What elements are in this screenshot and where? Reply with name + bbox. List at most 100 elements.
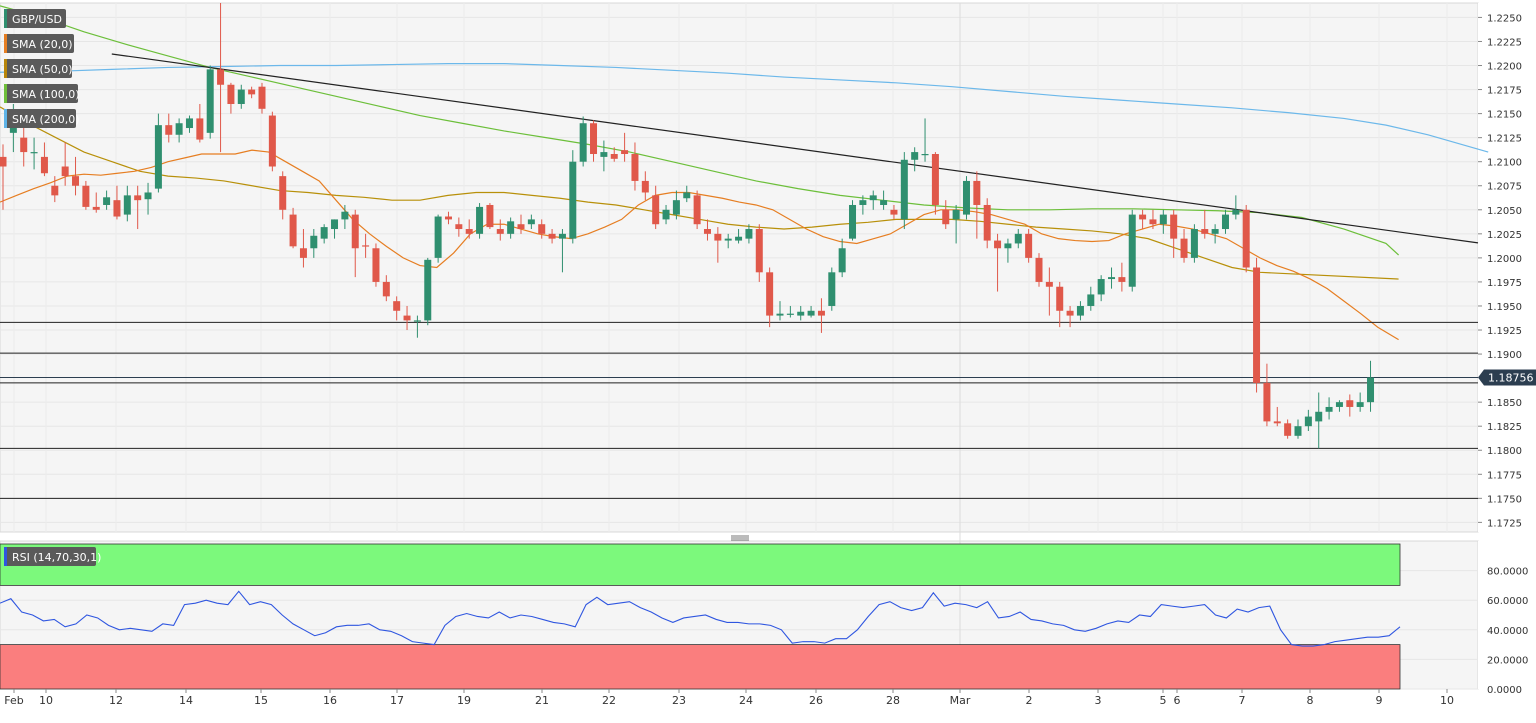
candle-body xyxy=(1232,209,1240,215)
candle-body xyxy=(652,195,660,225)
legend-label: SMA (20,0) xyxy=(12,38,73,51)
candle-body xyxy=(942,209,950,225)
candle-body xyxy=(144,192,152,200)
candle-body xyxy=(880,200,888,205)
x-tick-label: 9 xyxy=(1376,694,1383,707)
price-tick-label: 1.1750 xyxy=(1487,494,1522,505)
legend-swatch xyxy=(4,109,7,128)
candle-body xyxy=(268,115,276,167)
candle-body xyxy=(869,195,877,201)
rsi-tick-label: 40.0000 xyxy=(1487,626,1528,637)
candle-body xyxy=(258,86,266,109)
candle-body xyxy=(766,272,774,316)
x-axis-ticks: Feb 10 12 14 15 16 17 19 21 22 23 24 26 28 Mar 2 3 5 6 7 8 9 1… xyxy=(4,689,1454,707)
candle-body xyxy=(154,125,162,189)
legend-label: GBP/USD xyxy=(12,13,62,26)
candle-body xyxy=(351,214,359,249)
x-tick-label: 2 xyxy=(1026,694,1033,707)
pane-resize-handle[interactable] xyxy=(731,534,749,541)
x-tick-label: 5 xyxy=(1160,694,1167,707)
legend: GBP/USD SMA (20,0) SMA (50,0) SMA (100,0) SM… xyxy=(4,9,80,128)
rsi-indicator xyxy=(0,543,1401,690)
price-axis xyxy=(1478,3,1536,532)
candle-body xyxy=(1014,233,1022,244)
candle-body xyxy=(807,310,815,316)
legend-box xyxy=(4,59,72,78)
candle-body xyxy=(911,152,919,160)
candle-body xyxy=(382,281,390,297)
legend-swatch xyxy=(4,84,7,103)
price-tick-label: 1.2100 xyxy=(1487,158,1522,169)
x-tick-label: 6 xyxy=(1174,694,1181,707)
candle-body xyxy=(1056,286,1064,311)
candle-body xyxy=(92,206,100,210)
candle-body xyxy=(755,229,763,273)
price-tick-label: 1.2000 xyxy=(1487,254,1522,265)
candle-body xyxy=(1242,209,1250,268)
candle-body xyxy=(424,259,432,321)
candle-body xyxy=(227,84,235,104)
x-tick-label: 10 xyxy=(1440,694,1454,707)
candle-body xyxy=(662,209,670,220)
candle-body xyxy=(372,248,380,282)
candle-body xyxy=(61,166,69,177)
candle-body xyxy=(103,197,111,205)
candle-body xyxy=(413,320,421,322)
candle-body xyxy=(1190,229,1198,258)
candle-body xyxy=(320,227,328,239)
candle-body xyxy=(517,224,525,230)
x-tick-label: 19 xyxy=(457,694,471,707)
candle-body xyxy=(1128,214,1136,287)
legend-box xyxy=(4,84,78,103)
x-tick-label: 23 xyxy=(672,694,686,707)
candle-body xyxy=(123,195,131,215)
x-tick-label: 14 xyxy=(179,694,193,707)
x-tick-label: 7 xyxy=(1239,694,1246,707)
candle-body xyxy=(931,154,939,205)
legend-box xyxy=(4,34,74,53)
x-tick-label: 10 xyxy=(39,694,53,707)
sma200-line xyxy=(0,62,1489,153)
candle-body xyxy=(465,229,473,234)
sma100-line xyxy=(0,5,1400,256)
candle-body xyxy=(310,235,318,249)
candle-body xyxy=(838,248,846,273)
price-tick-label: 1.2125 xyxy=(1487,134,1522,145)
candle-body xyxy=(703,229,711,234)
price-tick-label: 1.1950 xyxy=(1487,302,1522,313)
price-tick-label: 1.2175 xyxy=(1487,86,1522,97)
candle-body xyxy=(1346,400,1354,407)
candle-body xyxy=(185,118,193,129)
candle-body xyxy=(20,137,28,153)
candle-body xyxy=(393,301,401,311)
candle-body xyxy=(1304,416,1312,427)
candle-body xyxy=(0,156,7,167)
candle-body xyxy=(72,176,80,186)
candle-body xyxy=(1087,294,1095,306)
trendline xyxy=(111,53,1479,244)
candles xyxy=(0,3,1375,449)
rsi-tick-label: 80.0000 xyxy=(1487,567,1528,578)
candle-body xyxy=(590,123,598,155)
price-tick-label: 1.1775 xyxy=(1487,470,1522,481)
price-tick-label: 1.2200 xyxy=(1487,62,1522,73)
candle-body xyxy=(817,310,825,316)
price-tick-label: 1.1725 xyxy=(1487,518,1522,529)
candle-body xyxy=(403,315,411,321)
candle-body xyxy=(579,123,587,162)
rsi-axis xyxy=(1478,541,1536,689)
candle-body xyxy=(828,272,836,306)
legend-item: SMA (20,0) xyxy=(4,34,74,53)
price-tick-label: 1.2025 xyxy=(1487,230,1522,241)
candle-body xyxy=(196,118,204,140)
rsi-legend: RSI (14,70,30,1) xyxy=(4,547,101,566)
candle-body xyxy=(1076,305,1084,316)
candle-body xyxy=(1108,277,1116,280)
legend-item: SMA (50,0) xyxy=(4,59,73,78)
candle-body xyxy=(994,240,1002,249)
candle-body xyxy=(1335,402,1343,407)
price-tick-label: 1.2150 xyxy=(1487,110,1522,121)
candle-body xyxy=(237,89,245,104)
